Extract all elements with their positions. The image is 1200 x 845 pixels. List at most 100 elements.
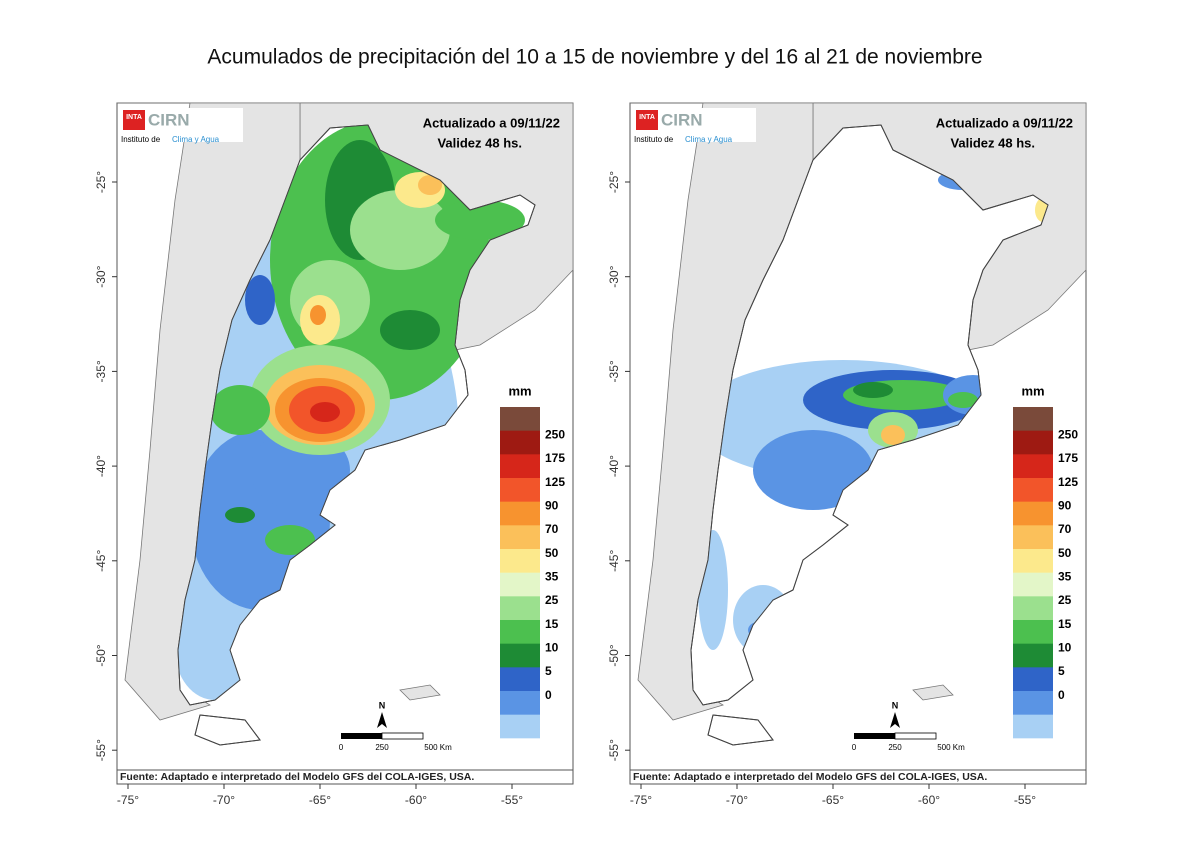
- legend-label: 25: [1058, 593, 1072, 607]
- legend-label: 250: [1058, 428, 1078, 442]
- legend-label: 70: [1058, 522, 1072, 536]
- y-label: -40°: [94, 455, 108, 477]
- neighbor-land: [912, 684, 954, 701]
- legend-label: 5: [545, 664, 552, 678]
- y-label: -25°: [607, 171, 621, 193]
- scale-black: [341, 733, 382, 739]
- scale-white: [894, 732, 937, 740]
- y-label: -50°: [94, 644, 108, 666]
- legend-swatch: [500, 691, 540, 716]
- legend-bg: [540, 407, 570, 762]
- y-label: -30°: [94, 265, 108, 287]
- legend-label: 15: [545, 617, 559, 631]
- source: Fuente: Adaptado e interpretado del Mode…: [120, 771, 474, 783]
- legend-swatch: [500, 478, 540, 503]
- precip-area: [245, 275, 275, 325]
- legend-swatch: [500, 738, 540, 763]
- title: Acumulados de precipitación del 10 a 15 …: [207, 46, 982, 69]
- precip-area: [225, 507, 255, 523]
- precip-area: [948, 392, 978, 408]
- legend-swatch: [500, 667, 540, 692]
- legend-label: 70: [545, 522, 559, 536]
- north-arrow: [890, 712, 900, 728]
- y-label: -35°: [94, 360, 108, 382]
- scale-label: 500 Km: [424, 743, 452, 752]
- precip-area: [380, 310, 440, 350]
- legend-label: 0: [1058, 688, 1065, 702]
- argentina-border: [690, 124, 1049, 746]
- y-label: -45°: [607, 550, 621, 572]
- map-panel: INTA CIRN Instituto de Clima y Agua Actualiz…: [607, 102, 1087, 807]
- legend-swatch: [1013, 620, 1053, 645]
- source-bg: [116, 769, 574, 785]
- legend-label: 125: [545, 475, 565, 489]
- legend-label: 125: [1058, 475, 1078, 489]
- x-label: -55°: [501, 793, 523, 807]
- updated-date: Actualizado a 09/11/22: [936, 115, 1073, 130]
- legend-swatch: [1013, 643, 1053, 668]
- scale-label: 250: [888, 743, 902, 752]
- legend-swatch: [1013, 407, 1053, 432]
- legend-label: 10: [1058, 641, 1072, 655]
- legend-swatch: [1013, 549, 1053, 574]
- precip-area: [350, 190, 450, 270]
- legend-label: 35: [545, 570, 559, 584]
- legend-swatch: [1013, 430, 1053, 455]
- logo-institute: Instituto de: [634, 135, 674, 144]
- x-label: -65°: [822, 793, 844, 807]
- source: Fuente: Adaptado e interpretado del Mode…: [633, 771, 987, 783]
- legend-swatch: [1013, 714, 1053, 739]
- legend-label: 175: [1058, 451, 1078, 465]
- legend-swatch: [500, 620, 540, 645]
- neighbor-land: [399, 684, 441, 701]
- legend-swatch: [1013, 478, 1053, 503]
- precip-area: [853, 382, 893, 398]
- x-label: -75°: [630, 793, 652, 807]
- legend-swatch: [500, 430, 540, 455]
- x-label: -70°: [726, 793, 748, 807]
- scale-label: 0: [852, 743, 857, 752]
- legend-swatch: [500, 454, 540, 479]
- legend-swatch: [1013, 501, 1053, 526]
- argentina-border: [177, 124, 536, 746]
- source-bg: [629, 769, 1087, 785]
- inta-mark: [636, 110, 658, 130]
- legend-label: 50: [545, 546, 559, 560]
- legend-swatch: [1013, 454, 1053, 479]
- scale-white: [381, 732, 424, 740]
- legend-label: 50: [1058, 546, 1072, 560]
- inta-mark: [123, 110, 145, 130]
- legend-label: 25: [545, 593, 559, 607]
- legend-swatch: [1013, 667, 1053, 692]
- logo-inta: INTA: [639, 114, 655, 121]
- x-label: -60°: [918, 793, 940, 807]
- precip-area: [418, 175, 442, 195]
- x-label: -65°: [309, 793, 331, 807]
- legend-unit: mm: [508, 383, 531, 398]
- legend-label: 5: [1058, 664, 1065, 678]
- logo-inta: INTA: [126, 114, 142, 121]
- legend-label: 0: [545, 688, 552, 702]
- legend-swatch: [1013, 738, 1053, 763]
- validity: Validez 48 hs.: [437, 135, 522, 150]
- y-label: -55°: [94, 739, 108, 761]
- scale-label: 0: [339, 743, 344, 752]
- legend-swatch: [1013, 572, 1053, 597]
- legend-label: 10: [545, 641, 559, 655]
- legend-bg: [1053, 407, 1083, 762]
- scale-black: [854, 733, 895, 739]
- legend-swatch: [500, 643, 540, 668]
- legend-label: 90: [1058, 499, 1072, 513]
- x-label: -60°: [405, 793, 427, 807]
- precip-area: [881, 425, 905, 445]
- scale-label: 250: [375, 743, 389, 752]
- logo-institute-highlight: Clima y Agua: [172, 135, 220, 144]
- logo-institute: Instituto de: [121, 135, 161, 144]
- legend-label: 175: [545, 451, 565, 465]
- map-panel: INTA CIRN Instituto de Clima y Agua Actualiz…: [94, 102, 574, 807]
- x-label: -75°: [117, 793, 139, 807]
- legend-swatch: [1013, 596, 1053, 621]
- logo-cirn: CIRN: [661, 110, 703, 129]
- x-label: -55°: [1014, 793, 1036, 807]
- north-label: N: [379, 700, 386, 710]
